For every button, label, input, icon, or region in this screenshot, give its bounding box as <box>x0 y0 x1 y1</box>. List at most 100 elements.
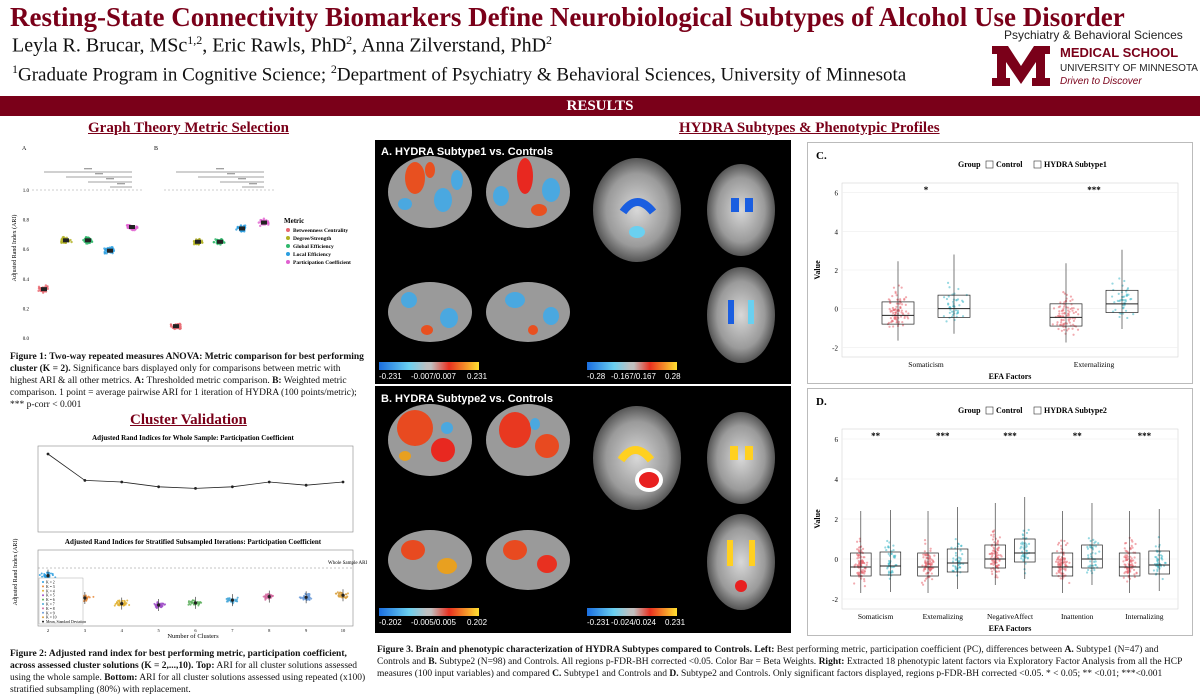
data-point <box>1130 297 1133 301</box>
significance-label: *** <box>1138 431 1152 441</box>
fig2-ylabel: Adjusted Rand Index (ARI) <box>12 539 19 606</box>
data-point <box>1056 323 1059 326</box>
data-point <box>1060 319 1063 322</box>
data-point <box>990 562 993 565</box>
data-point <box>1111 295 1114 298</box>
data-point <box>900 309 903 312</box>
affiliations: 1Graduate Program in Cognitive Science; … <box>12 62 906 86</box>
legend-swatch <box>286 260 290 264</box>
data-point <box>1072 333 1075 336</box>
legend-entry: Local Efficiency <box>293 252 331 258</box>
data-point <box>960 544 963 548</box>
brain-a-axial-bottom <box>707 267 775 363</box>
y-tick-label: 2 <box>835 516 839 524</box>
legend-entry: K = 5 <box>46 594 55 598</box>
data-point <box>997 570 1001 573</box>
data-point <box>1130 567 1133 570</box>
data-point <box>236 596 239 599</box>
data-point <box>1060 329 1063 332</box>
data-point <box>1022 536 1025 540</box>
colorbar-a-sub <box>587 362 677 370</box>
data-point <box>907 312 910 315</box>
data-point <box>862 556 865 559</box>
data-point <box>957 287 960 291</box>
legend-entry: Mean, Standard Deviation <box>46 620 86 625</box>
data-point <box>1152 569 1156 572</box>
data-point <box>1135 571 1138 574</box>
cb-a-sub-mid: -0.167/0.167 <box>611 372 656 381</box>
data-point <box>863 572 866 575</box>
panel-label: D. <box>816 396 827 408</box>
caption-text: Significance bars displayed only for com… <box>10 364 341 386</box>
cb-a-sub-min: -0.28 <box>587 372 606 381</box>
box <box>937 294 971 318</box>
data-point <box>1117 292 1120 295</box>
data-point <box>920 581 924 584</box>
data-point <box>1130 539 1133 542</box>
data-point <box>173 327 176 331</box>
data-point <box>1055 572 1058 575</box>
data-point <box>892 548 895 552</box>
data-point <box>857 548 860 552</box>
data-point <box>1062 553 1065 556</box>
data-point <box>88 596 91 599</box>
data-point <box>954 551 958 555</box>
phenotype-d-chart: D. Group Control HYDRA Subtype2 -2 0 2 4 6 Value E… <box>813 396 1179 633</box>
data-point <box>1111 282 1114 285</box>
x-tick-label: Internalizing <box>1125 612 1164 621</box>
box <box>946 548 969 573</box>
data-point <box>190 600 193 603</box>
data-point <box>1072 307 1075 310</box>
data-point <box>921 564 924 567</box>
caption-top-text: ARI for all cluster solutions assessed u… <box>10 661 357 683</box>
fig2-bottom-plot: 2 3 4 5 6 7 8 9 10 <box>37 549 354 633</box>
data-point <box>1059 568 1062 571</box>
mean-marker <box>173 324 179 329</box>
cb-b-cortex-mid: -0.005/0.005 <box>411 618 456 627</box>
fig2-legend: K = 2K = 3K = 4K = 5K = 6K = 7K = 8K = 9… <box>38 577 86 625</box>
mean-marker <box>230 598 234 602</box>
data-point <box>1132 312 1135 316</box>
data-point <box>892 544 895 547</box>
data-point <box>992 563 995 566</box>
cb-b-sub-mid: -0.024/0.024 <box>611 618 656 627</box>
data-point <box>884 546 887 549</box>
data-point <box>904 296 908 299</box>
data-point <box>179 325 182 328</box>
data-point <box>863 577 866 581</box>
legend-swatch <box>42 611 44 614</box>
data-point <box>1062 322 1065 325</box>
data-point <box>1058 305 1062 308</box>
data-point <box>60 240 63 244</box>
data-point <box>948 311 951 314</box>
x-tick-label: 10 <box>341 628 346 633</box>
x-axis-label: EFA Factors <box>989 624 1032 633</box>
data-point <box>959 549 962 552</box>
data-point <box>864 567 867 570</box>
data-point <box>1057 563 1060 566</box>
data-point <box>995 570 998 573</box>
data-point <box>952 310 955 313</box>
box <box>1049 303 1083 327</box>
data-point <box>1089 539 1092 543</box>
significance-label: **** <box>84 167 92 172</box>
data-point <box>992 535 995 538</box>
data-point <box>1124 298 1127 302</box>
x-tick-label: 5 <box>158 628 161 633</box>
data-point <box>232 601 235 604</box>
data-point <box>1064 569 1067 572</box>
data-point <box>200 240 204 244</box>
data-point <box>267 223 270 226</box>
cb-a-sub-max: 0.28 <box>665 372 681 381</box>
legend-entry: K = 4 <box>46 589 55 593</box>
data-point <box>993 568 996 571</box>
data-point <box>264 598 267 601</box>
data-point <box>856 554 859 557</box>
data-point <box>1062 318 1065 322</box>
data-point <box>858 554 861 557</box>
data-point <box>1124 549 1127 552</box>
brain-b-medial-left <box>388 530 472 590</box>
data-point <box>901 312 904 315</box>
caption-text: Subtype1 (N=47) and Controls and <box>377 645 1159 667</box>
author-sup: 2 <box>546 33 553 47</box>
